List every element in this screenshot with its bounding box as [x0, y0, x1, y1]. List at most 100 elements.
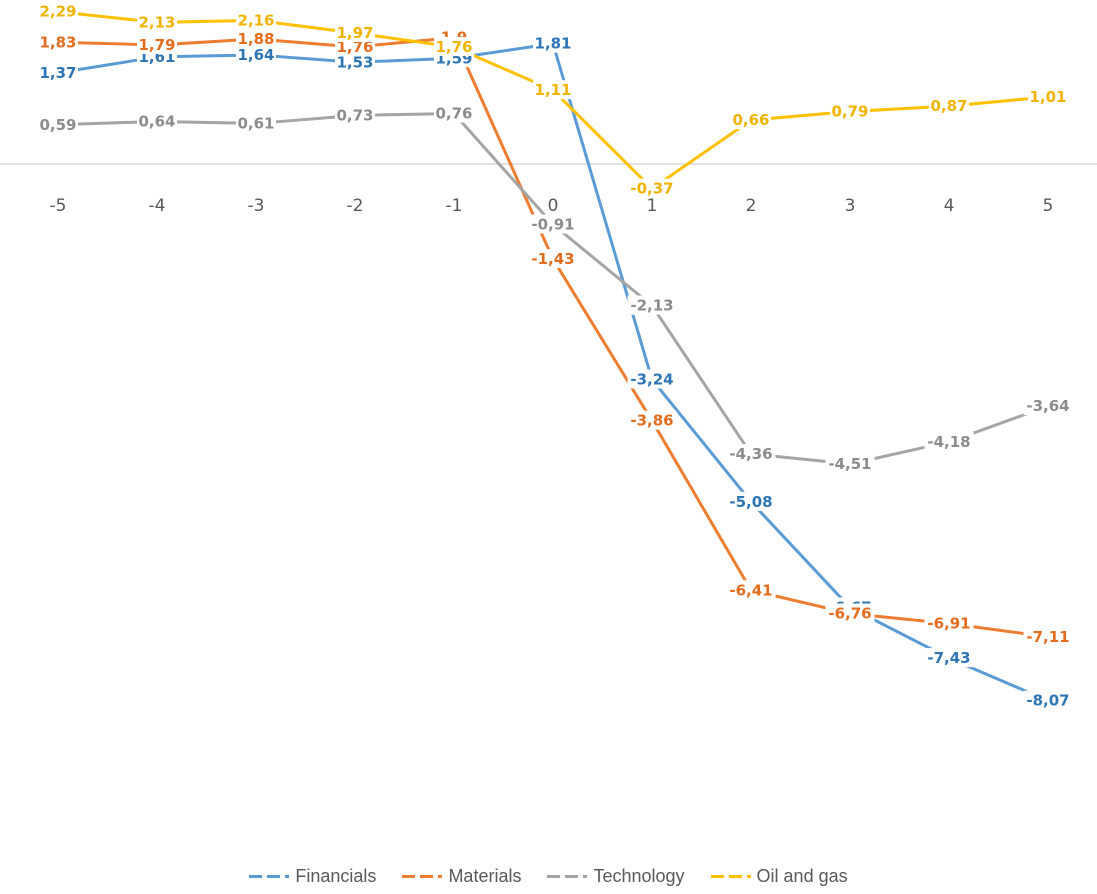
legend-label-financials: Financials: [295, 866, 377, 886]
data-label-materials: 1,83: [38, 32, 78, 52]
legend-label-technology: Technology: [593, 866, 685, 886]
data-label-text: 0,76: [435, 104, 472, 122]
x-tick-label: -3: [248, 196, 265, 216]
data-label-bg: [825, 453, 875, 473]
data-label-text: 1,37: [39, 64, 76, 82]
legend-label-materials: Materials: [448, 866, 522, 886]
data-label-oil-and-gas: 2,29: [38, 1, 78, 21]
data-label-oil-and-gas: 2,16: [236, 10, 276, 29]
data-label-technology: 0,61: [236, 113, 276, 133]
data-label-bg: [627, 410, 677, 430]
data-label-text: 1,83: [39, 33, 76, 51]
data-label-financials: 1,81: [533, 33, 573, 53]
data-label-bg: [627, 295, 677, 315]
data-label-materials: 1,88: [236, 28, 276, 48]
data-label-bg: [1023, 626, 1073, 646]
data-label-oil-and-gas: -0,37: [627, 178, 677, 198]
data-label-oil-and-gas: 0,79: [830, 101, 870, 121]
data-label-bg: [627, 178, 677, 198]
data-label-technology: -2,13: [627, 295, 677, 315]
data-label-text: -4,51: [828, 455, 871, 473]
series-line-technology: [57, 111, 1049, 466]
data-label-technology: 0,73: [335, 105, 375, 125]
legend-item-financials: Financials: [249, 866, 376, 887]
data-label-text: 1,76: [336, 38, 373, 56]
data-label-text: 1,76: [435, 38, 472, 56]
data-label-bg: [533, 33, 573, 53]
series-line-financials: [57, 42, 1049, 703]
data-label-materials: -6,76: [825, 603, 875, 623]
data-label-bg: [929, 96, 969, 116]
data-label-text: -5,08: [729, 493, 772, 511]
data-label-financials: -3,24: [627, 369, 677, 389]
data-label-bg: [335, 105, 375, 125]
data-label-bg: [1023, 690, 1073, 710]
data-label-financials: -8,07: [1023, 690, 1073, 710]
data-label-bg: [38, 32, 78, 52]
legend-item-oil-and-gas: Oil and gas: [710, 866, 848, 887]
data-label-bg: [236, 28, 276, 48]
x-tick-label: 2: [746, 196, 757, 216]
data-label-text: 2,16: [237, 11, 274, 29]
x-tick-label: -4: [149, 196, 166, 216]
data-label-oil-and-gas: 0,87: [929, 96, 969, 116]
data-label-text: 0,73: [336, 106, 373, 124]
data-label-bg: [335, 52, 375, 72]
data-label-bg: [434, 36, 474, 56]
data-label-text: -7,11: [1026, 628, 1069, 646]
data-label-text: 1,64: [237, 46, 274, 64]
data-label-bg: [434, 103, 474, 123]
legend-swatch-technology: [547, 875, 588, 878]
data-label-text: 1,88: [237, 30, 274, 48]
data-label-bg: [726, 580, 776, 600]
data-label-materials: -3,86: [627, 410, 677, 430]
data-label-bg: [533, 80, 573, 100]
data-label-bg: [335, 22, 375, 42]
data-label-text: -8,07: [1026, 692, 1069, 710]
data-label-text: -0,37: [630, 180, 673, 198]
data-label-bg: [528, 214, 578, 234]
data-label-bg: [924, 648, 974, 668]
data-label-materials: -1,43: [528, 249, 578, 269]
data-label-text: -3,24: [630, 370, 673, 388]
data-label-text: -4,18: [927, 433, 970, 451]
data-label-oil-and-gas: 1,97: [335, 22, 375, 42]
data-label-bg: [137, 12, 177, 32]
series-line-materials: [57, 36, 1049, 639]
data-label-bg: [825, 603, 875, 623]
data-label-bg: [1028, 86, 1068, 106]
data-label-text: 2,13: [138, 13, 175, 31]
data-label-materials: 1,79: [137, 34, 177, 54]
data-label-bg: [236, 113, 276, 133]
data-label-technology: 0,59: [38, 114, 78, 134]
data-label-bg: [38, 62, 78, 82]
data-label-text: -6,91: [927, 615, 970, 633]
data-label-text: 1,79: [138, 36, 175, 54]
data-label-technology: -4,36: [726, 443, 776, 463]
data-label-materials: -6,41: [726, 580, 776, 600]
data-label-bg: [731, 110, 771, 130]
data-label-bg: [137, 34, 177, 54]
data-label-text: 0,59: [39, 116, 76, 134]
data-label-text: -2,13: [630, 297, 673, 315]
data-label-bg: [726, 443, 776, 463]
data-label-bg: [38, 114, 78, 134]
data-label-text: 1,81: [534, 35, 571, 53]
data-label-text: -0,91: [531, 216, 574, 234]
data-label-text: -1,43: [531, 250, 574, 268]
data-label-text: -4,36: [729, 445, 772, 463]
data-label-technology: -0,91: [528, 214, 578, 234]
series-lines: [57, 10, 1049, 703]
data-label-technology: -3,64: [1023, 396, 1073, 416]
x-tick-label: -5: [50, 196, 67, 216]
data-label-text: 0,64: [138, 112, 175, 130]
data-label-financials: -5,08: [726, 491, 776, 511]
data-label-text: 0,66: [732, 111, 769, 129]
data-labels: 1,371,611,641,531,591,81-3,24-5,08-6,67-…: [38, 1, 1073, 710]
data-label-bg: [726, 491, 776, 511]
data-label-materials: -7,11: [1023, 626, 1073, 646]
data-label-bg: [236, 10, 276, 30]
x-tick-label: 0: [548, 196, 559, 216]
x-tick-label: -1: [446, 196, 463, 216]
data-label-financials: 1,37: [38, 62, 78, 82]
